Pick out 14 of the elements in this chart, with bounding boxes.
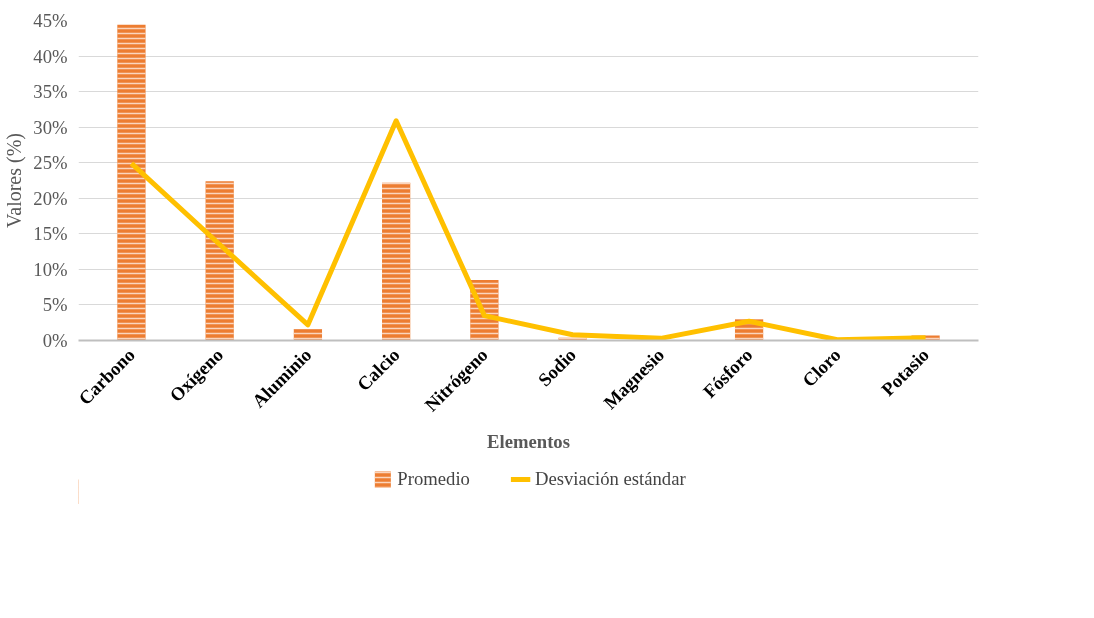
y-tick-label: 5% — [42, 294, 68, 316]
y-tick-label: 35% — [33, 81, 68, 103]
y-tick-label: 15% — [33, 223, 68, 245]
legend-label: Promedio — [397, 468, 470, 490]
y-axis-title: Valores (%) — [3, 133, 27, 228]
y-tick-label: 10% — [33, 258, 68, 280]
y-tick-label: 45% — [33, 10, 68, 31]
y-tick-label: 40% — [33, 45, 68, 67]
x-axis-title: Elementos — [487, 430, 570, 452]
y-tick-label: 0% — [42, 330, 68, 351]
legend-label: Desviación estándar — [534, 468, 686, 490]
y-tick-label: 30% — [33, 116, 68, 138]
y-tick-label: 20% — [33, 187, 68, 209]
y-tick-label: 25% — [33, 152, 68, 174]
